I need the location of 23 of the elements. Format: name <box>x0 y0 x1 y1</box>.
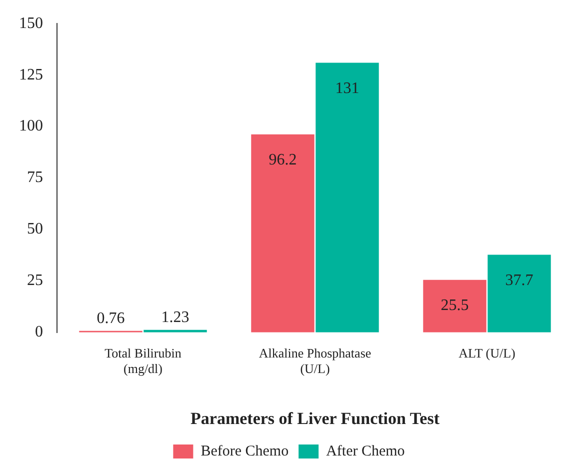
x-tick-label: ALT (U/L) <box>458 346 516 361</box>
bar <box>316 62 379 332</box>
legend-label: After Chemo <box>326 443 405 460</box>
bar <box>423 280 486 332</box>
data-label: 96.2 <box>268 152 297 169</box>
y-tick-label: 0 <box>35 324 43 341</box>
y-tick-label: 150 <box>19 14 43 32</box>
bar <box>488 254 551 332</box>
y-tick-label: 100 <box>19 118 43 135</box>
data-label: 25.5 <box>440 297 469 314</box>
x-axis-title: Parameters of Liver Function Test <box>190 409 440 428</box>
legend-label: Before Chemo <box>200 443 289 460</box>
data-label: 1.23 <box>161 309 190 326</box>
bar <box>251 134 314 332</box>
x-tick-label: Alkaline Phosphatase (U/L) <box>258 346 372 376</box>
data-label: 37.7 <box>505 272 534 289</box>
y-tick-label: 50 <box>27 220 43 238</box>
y-tick-label: 25 <box>27 272 43 290</box>
y-tick-label: 125 <box>19 66 43 84</box>
data-label: 0.76 <box>96 310 125 328</box>
data-label: 131 <box>335 80 360 97</box>
y-tick-label: 75 <box>27 169 43 186</box>
x-tick-label: Total Bilirubin (mg/dl) <box>104 346 182 376</box>
